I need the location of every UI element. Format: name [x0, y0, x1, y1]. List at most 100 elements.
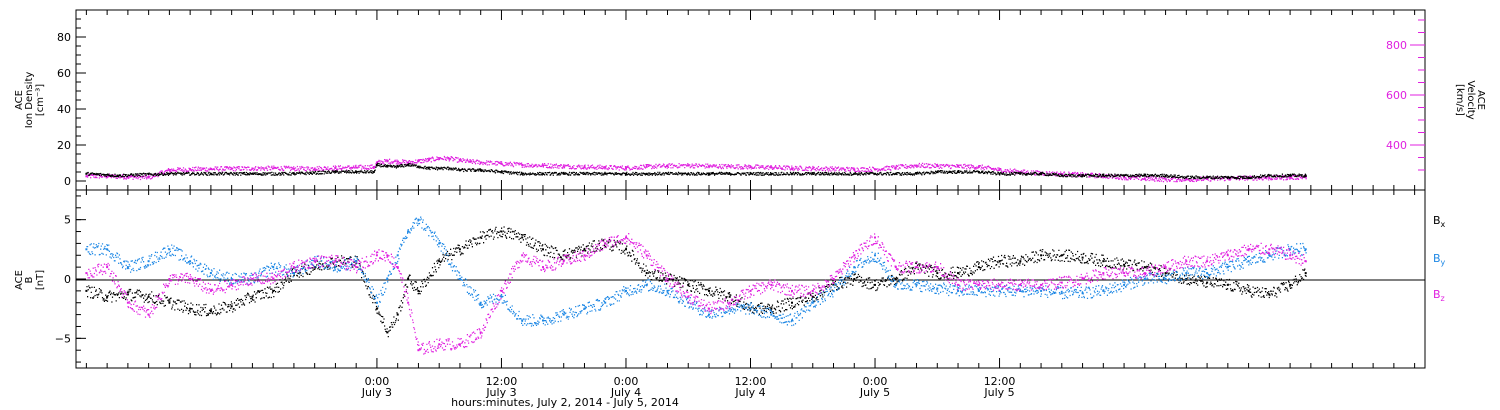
bx-point [542, 248, 544, 251]
by-point [625, 289, 627, 292]
bz-point [292, 266, 295, 269]
density-point [438, 167, 441, 170]
xtick-time-label: 12:00 [486, 375, 518, 388]
xtick-time-label: 0:00 [863, 375, 888, 388]
density-point [666, 172, 669, 175]
by-point [915, 283, 918, 286]
bz-point [749, 289, 752, 292]
bx-point [645, 272, 648, 275]
bz-point [126, 301, 129, 304]
velocity-ylabel-line2: Velocity [1465, 80, 1476, 119]
density-point [386, 165, 389, 168]
velocity-point [853, 168, 856, 171]
velocity-point [936, 165, 939, 167]
bz-point [998, 283, 1001, 286]
by-point [1060, 292, 1063, 295]
density-point [427, 167, 430, 170]
velocity-point [562, 165, 565, 168]
by-point [791, 319, 793, 322]
bz-point [853, 254, 856, 257]
velocity-point [427, 159, 430, 161]
velocity-point [749, 166, 752, 168]
bx-point [853, 278, 856, 280]
velocity-point [85, 175, 88, 178]
by-point [334, 266, 337, 269]
b-ylabel-line1: ACE [14, 270, 25, 290]
velocity-y-axis: 400 600 800 [1386, 19, 1425, 171]
bz-point [251, 278, 254, 280]
density-point [479, 169, 482, 172]
bz-point [386, 254, 389, 257]
bz-point [1268, 248, 1271, 251]
bz-point [438, 343, 441, 346]
by-point [106, 248, 109, 251]
by-point [375, 301, 378, 304]
density-ytick-label: 0 [64, 175, 71, 188]
velocity-point [915, 164, 918, 167]
by-point [957, 289, 959, 292]
density-point [417, 165, 420, 168]
velocity-point [168, 169, 171, 171]
top-x-ticks [85, 10, 1416, 190]
bx-point [1206, 281, 1209, 284]
bx-point [1304, 272, 1307, 275]
density-ytick-label: 60 [57, 67, 71, 80]
top-panel: 0 20 40 60 80 400 600 800 ACE Ion Density [cm⁻… [14, 9, 1486, 191]
velocity-point [334, 167, 337, 169]
bz-point [375, 254, 378, 257]
velocity-point [1289, 176, 1292, 179]
bz-point [1304, 260, 1307, 263]
bx-point [106, 295, 109, 298]
xtick-date-label: July 4 [734, 386, 765, 399]
velocity-point [407, 161, 410, 164]
density-point [874, 172, 876, 175]
bx-point [1040, 254, 1043, 257]
density-ylabel-line3: [cm⁻³] [35, 84, 46, 116]
density-point [500, 171, 503, 173]
velocity-point [1268, 177, 1271, 179]
by-point [1040, 289, 1043, 292]
velocity-point [645, 165, 648, 168]
bx-point [1226, 283, 1229, 286]
density-point [542, 172, 544, 175]
density-point [915, 172, 918, 175]
by-point [1123, 283, 1126, 286]
xtick-time-label: 0:00 [614, 375, 639, 388]
by-point [1247, 260, 1250, 263]
bz-point [708, 307, 710, 310]
by-point [355, 260, 358, 263]
bottom-panel: −5 0 5 ACE B [nT] Bx By Bz [14, 189, 1446, 369]
bx-point [770, 307, 773, 310]
density-point [1206, 176, 1209, 179]
velocity-point [832, 168, 835, 170]
by-series [85, 216, 1307, 327]
velocity-point [811, 167, 814, 170]
bz-point [645, 254, 648, 257]
bx-point [977, 266, 980, 269]
density-point [407, 163, 410, 166]
velocity-point [189, 168, 192, 171]
bz-series [85, 233, 1307, 355]
bx-point [583, 248, 586, 251]
velocity-point [998, 169, 1001, 171]
bx-point [874, 283, 876, 286]
density-ytick-label: 20 [57, 139, 71, 152]
velocity-ylabel-line1: ACE [1475, 90, 1486, 110]
legend-bz: Bz [1433, 288, 1445, 303]
bz-point [479, 331, 482, 334]
bx-point [1289, 283, 1292, 286]
bx-point [396, 313, 399, 316]
bz-point [230, 283, 233, 286]
density-point [853, 172, 856, 175]
bz-point [189, 278, 192, 280]
velocity-point [417, 160, 420, 163]
bx-point [1247, 289, 1250, 292]
bx-point [500, 230, 503, 233]
xtick-date-label: July 3 [485, 386, 516, 399]
bz-point [957, 283, 959, 286]
by-point [1206, 272, 1209, 275]
b-ytick-label: 0 [64, 273, 71, 286]
bz-point [1019, 283, 1022, 286]
bx-point [1019, 260, 1022, 263]
b-ylabel-line2: B [24, 276, 35, 283]
